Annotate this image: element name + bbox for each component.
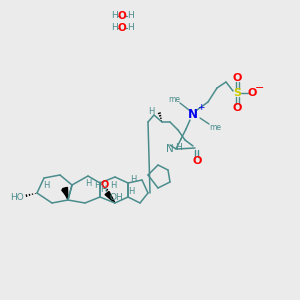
Text: H: H xyxy=(127,11,134,20)
Text: +: + xyxy=(197,103,205,112)
Text: H: H xyxy=(148,107,154,116)
Text: H: H xyxy=(112,11,118,20)
Text: O: O xyxy=(192,156,202,166)
Text: H: H xyxy=(94,181,100,190)
Text: OH: OH xyxy=(110,194,124,202)
Text: H: H xyxy=(128,187,134,196)
Text: O: O xyxy=(118,11,126,21)
Text: HO: HO xyxy=(10,193,24,202)
Text: H: H xyxy=(85,179,91,188)
Text: O: O xyxy=(232,103,242,113)
Text: N: N xyxy=(188,109,198,122)
Text: N: N xyxy=(166,144,174,154)
Text: H: H xyxy=(127,23,134,32)
Text: H: H xyxy=(130,176,136,184)
Text: O: O xyxy=(247,88,257,98)
Polygon shape xyxy=(62,188,68,198)
Polygon shape xyxy=(105,191,115,203)
Text: O: O xyxy=(101,180,109,190)
Text: H: H xyxy=(175,142,182,152)
Text: H: H xyxy=(43,182,49,190)
Text: H: H xyxy=(112,23,118,32)
Text: O: O xyxy=(118,23,126,33)
Polygon shape xyxy=(63,188,68,200)
Text: O: O xyxy=(232,73,242,83)
Text: me: me xyxy=(168,95,180,104)
Text: −: − xyxy=(255,83,265,93)
Text: me: me xyxy=(209,122,221,131)
Text: S: S xyxy=(233,88,241,98)
Text: H: H xyxy=(110,181,116,190)
Text: H: H xyxy=(100,184,106,194)
